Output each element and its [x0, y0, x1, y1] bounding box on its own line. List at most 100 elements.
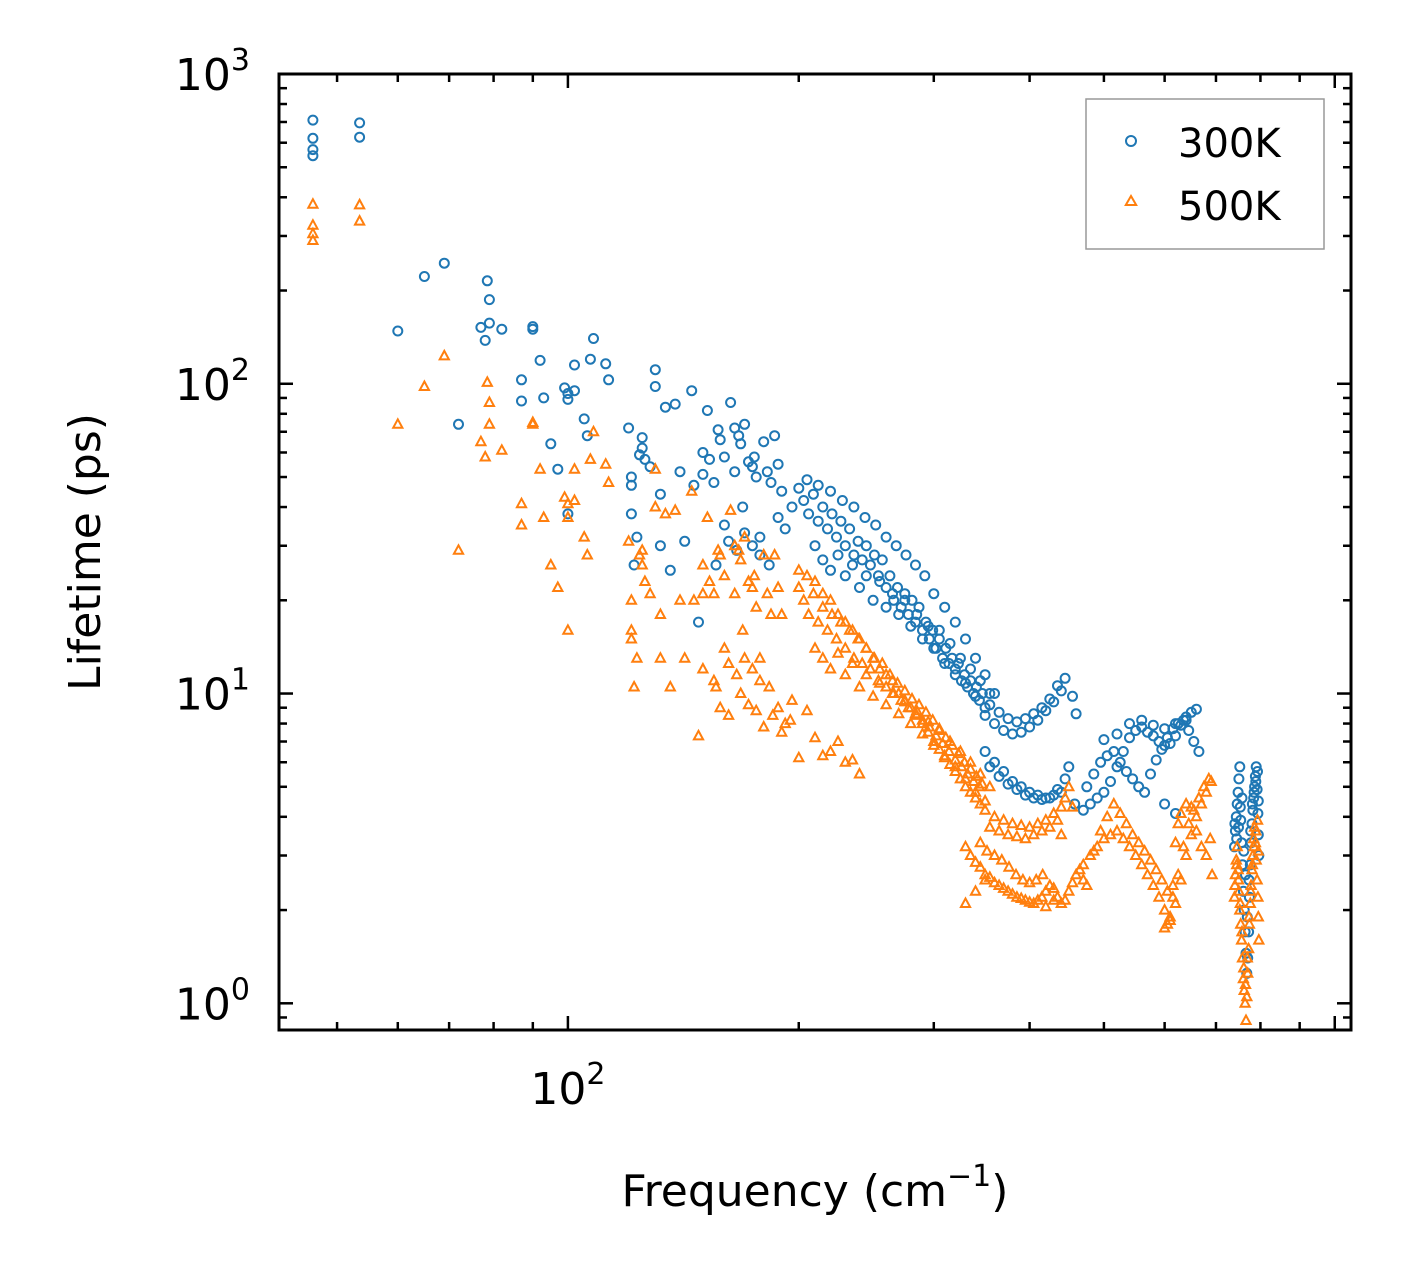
- data-point-300k: [890, 540, 902, 552]
- data-point-500k: [970, 769, 983, 781]
- data-point-300k: [960, 633, 971, 645]
- data-point-500k: [587, 424, 600, 437]
- data-point-300k: [1015, 726, 1027, 738]
- data-point-300k: [761, 466, 773, 478]
- data-point-500k: [1161, 884, 1174, 896]
- data-point-300k: [1150, 754, 1162, 766]
- data-point-300k: [917, 633, 928, 645]
- data-point-500k: [905, 691, 919, 704]
- data-point-300k: [649, 381, 661, 392]
- data-point-300k: [772, 458, 784, 470]
- data-point-300k: [1190, 703, 1202, 715]
- data-point-500k: [1039, 899, 1053, 912]
- data-point-500k: [1232, 872, 1245, 885]
- data-point-500k: [1149, 862, 1163, 875]
- data-point-500k: [1039, 884, 1053, 896]
- data-point-500k: [904, 700, 918, 713]
- data-point-500k: [1113, 806, 1127, 818]
- data-point-500k: [581, 547, 594, 560]
- data-point-500k: [537, 510, 550, 522]
- data-point-500k: [1200, 785, 1213, 797]
- data-point-300k: [954, 652, 966, 664]
- data-point-300k: [1252, 795, 1264, 807]
- data-point-500k: [1166, 890, 1180, 902]
- data-point-300k: [1059, 672, 1071, 684]
- data-point-300k: [725, 397, 737, 408]
- data-point-500k: [746, 661, 759, 674]
- data-point-500k: [1062, 884, 1076, 896]
- data-point-500k: [678, 651, 691, 663]
- data-point-500k: [649, 462, 662, 474]
- data-point-500k: [775, 725, 788, 737]
- data-point-500k: [749, 703, 763, 716]
- data-point-500k: [892, 706, 905, 719]
- data-point-500k: [1238, 996, 1252, 1008]
- data-point-500k: [864, 661, 877, 674]
- data-point-500k: [879, 697, 893, 710]
- data-point-300k: [649, 364, 661, 376]
- data-point-500k: [824, 744, 837, 756]
- data-point-300k: [825, 485, 836, 497]
- data-point-500k: [1228, 878, 1242, 890]
- data-point-500k: [1250, 872, 1264, 885]
- data-point-500k: [978, 867, 992, 880]
- data-point-300k: [516, 395, 527, 407]
- data-point-300k: [900, 549, 912, 561]
- data-point-300k: [1136, 714, 1148, 726]
- data-point-500k: [625, 593, 638, 605]
- data-point-300k: [803, 508, 815, 520]
- data-point-300k: [880, 531, 892, 543]
- data-point-500k: [713, 547, 727, 560]
- data-point-500k: [983, 870, 997, 882]
- data-point-500k: [802, 607, 815, 619]
- data-point-500k: [738, 651, 751, 663]
- data-point-500k: [742, 697, 755, 710]
- legend-label-300k: 300K: [1178, 121, 1282, 167]
- data-point-500k: [728, 586, 741, 599]
- data-point-500k: [873, 661, 886, 674]
- data-point-500k: [988, 809, 1001, 822]
- data-point-500k: [1035, 890, 1049, 902]
- data-point-500k: [1129, 848, 1142, 860]
- data-point-500k: [654, 651, 667, 663]
- data-point-300k: [1233, 773, 1245, 785]
- y-axis-label: Lifetime (ps): [60, 413, 111, 691]
- data-point-500k: [526, 417, 540, 429]
- data-point-300k: [848, 549, 860, 561]
- data-point-300k: [754, 531, 766, 543]
- data-point-300k: [1036, 702, 1048, 714]
- data-point-500k: [919, 705, 933, 717]
- data-point-500k: [800, 568, 814, 581]
- data-point-500k: [1062, 779, 1076, 792]
- data-point-300k: [960, 677, 971, 689]
- data-point-500k: [1177, 839, 1190, 852]
- data-point-500k: [988, 875, 1001, 888]
- data-point-500k: [1047, 893, 1060, 905]
- data-point-300k: [874, 576, 886, 587]
- data-point-300k: [906, 594, 918, 606]
- data-point-500k: [1169, 896, 1182, 908]
- data-point-500k: [797, 593, 810, 605]
- data-point-300k: [714, 434, 726, 446]
- data-point-500k: [846, 623, 859, 635]
- data-point-300k: [735, 438, 747, 450]
- data-point-300k: [354, 131, 366, 143]
- data-point-500k: [722, 656, 735, 668]
- data-point-500k: [1230, 852, 1243, 865]
- data-point-500k: [839, 667, 852, 680]
- data-point-500k: [478, 449, 492, 462]
- data-point-300k: [737, 501, 749, 513]
- data-point-500k: [452, 543, 465, 555]
- data-point-500k: [807, 586, 820, 599]
- data-point-300k: [552, 463, 564, 475]
- data-point-300k: [1044, 792, 1056, 804]
- data-point-500k: [1152, 890, 1166, 902]
- data-point-500k: [622, 534, 635, 546]
- data-point-500k: [696, 661, 710, 674]
- data-point-300k: [636, 432, 648, 444]
- data-point-300k: [1011, 784, 1023, 795]
- data-point-500k: [1249, 823, 1263, 836]
- data-point-500k: [898, 693, 912, 705]
- data-point-500k: [916, 716, 929, 729]
